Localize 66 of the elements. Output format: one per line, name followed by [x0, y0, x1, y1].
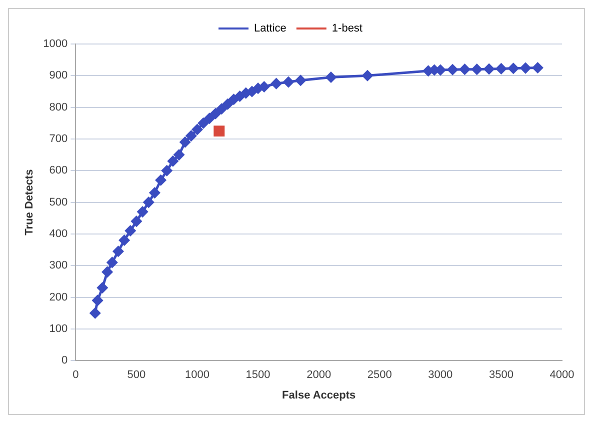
point — [447, 64, 458, 75]
x-tick-label: 1000 — [185, 369, 210, 382]
point — [283, 76, 294, 88]
x-tick-label: 0 — [72, 369, 79, 382]
point — [119, 235, 130, 246]
point — [228, 94, 239, 105]
point — [204, 113, 215, 124]
point — [192, 124, 203, 135]
point — [295, 75, 306, 86]
y-tick-label: 400 — [49, 228, 68, 240]
y-tick-label: 900 — [49, 70, 68, 82]
point — [125, 226, 136, 236]
point — [459, 64, 470, 75]
point — [174, 150, 184, 160]
point — [246, 86, 258, 97]
point — [496, 63, 506, 74]
point — [106, 257, 118, 268]
point — [92, 295, 103, 306]
point — [168, 156, 178, 166]
x-tick-label: 4000 — [550, 369, 574, 382]
point — [214, 126, 225, 137]
point — [472, 64, 482, 75]
point — [137, 206, 148, 218]
point — [258, 81, 270, 92]
point — [162, 165, 172, 176]
point — [97, 282, 108, 294]
point — [234, 90, 246, 102]
y-tick-label: 200 — [49, 291, 68, 304]
point — [102, 266, 113, 278]
point — [216, 104, 227, 114]
x-tick-label: 3000 — [428, 369, 453, 382]
point — [149, 188, 160, 198]
y-axis-title: True Detects — [24, 169, 36, 236]
y-tick-label: 500 — [49, 196, 68, 208]
y-tick-label: 300 — [49, 260, 68, 272]
point — [508, 63, 519, 74]
x-tick-label: 500 — [127, 369, 146, 382]
x-axis-title: False Accepts — [282, 389, 356, 402]
y-tick-label: 600 — [49, 164, 68, 177]
point — [156, 174, 166, 186]
x-tick-label: 1500 — [246, 369, 270, 382]
y-tick-label: 100 — [49, 322, 68, 335]
point — [180, 136, 190, 148]
legend-label: Lattice — [254, 22, 286, 35]
x-tick-label: 2000 — [306, 369, 332, 382]
point — [532, 62, 543, 73]
point — [362, 70, 373, 81]
point — [484, 64, 494, 74]
y-tick-label: 800 — [49, 101, 68, 114]
legend-label: 1-best — [332, 22, 362, 35]
y-tick-label: 1000 — [43, 38, 68, 50]
point — [210, 108, 221, 119]
point — [90, 308, 100, 318]
point — [143, 197, 154, 208]
x-tick-label: 2500 — [367, 369, 392, 382]
point — [326, 72, 336, 82]
point — [131, 216, 142, 227]
point — [112, 246, 124, 257]
x-tick-label: 3500 — [488, 369, 514, 382]
y-tick-label: 0 — [62, 354, 68, 367]
point — [198, 118, 209, 128]
point — [186, 130, 196, 142]
y-tick-label: 700 — [49, 133, 68, 146]
point — [271, 78, 282, 89]
point — [222, 98, 233, 110]
point — [520, 62, 531, 74]
